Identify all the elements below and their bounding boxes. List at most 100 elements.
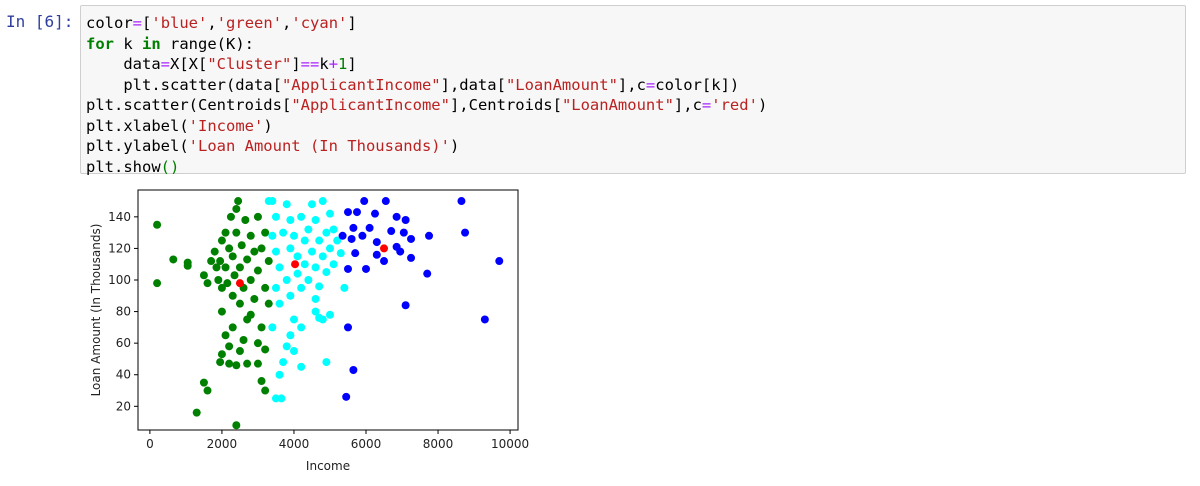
scatter-point	[297, 283, 306, 292]
code-token: plt.show	[86, 157, 161, 176]
scatter-point	[232, 228, 241, 237]
scatter-point	[250, 247, 259, 256]
scatter-point	[257, 377, 266, 386]
code-token: =	[645, 75, 656, 94]
scatter-point	[342, 392, 351, 401]
scatter-point	[336, 249, 345, 258]
scatter-point	[275, 299, 284, 308]
scatter-point	[311, 307, 320, 316]
scatter-point	[257, 323, 266, 332]
code-token: 'cyan'	[291, 14, 348, 32]
code-token: range(K):	[160, 34, 254, 53]
scatter-point	[286, 291, 295, 300]
scatter-point	[315, 313, 324, 322]
scatter-point	[495, 257, 504, 266]
scatter-point	[304, 225, 313, 234]
scatter-point	[425, 231, 434, 240]
x-tick-label: 2000	[207, 437, 238, 451]
code-cell[interactable]: color=['blue','green','cyan'] for k in ra…	[80, 5, 1186, 176]
scatter-point	[289, 315, 298, 324]
scatter-point	[318, 197, 327, 206]
scatter-point	[329, 260, 338, 269]
scatter-point	[221, 331, 230, 340]
code-token: )	[757, 96, 768, 114]
y-tick-label: 140	[108, 210, 131, 224]
scatter-point	[268, 323, 277, 332]
scatter-point	[228, 252, 237, 261]
scatter-point	[322, 358, 331, 367]
code-line: plt.ylabel('Loan Amount (In Thousands)')	[86, 136, 1180, 157]
scatter-point	[271, 212, 280, 221]
code-token: "Cluster"	[207, 55, 292, 73]
scatter-point	[235, 347, 244, 356]
scatter-point	[153, 279, 162, 288]
y-tick-label: 20	[116, 399, 131, 413]
code-token: data	[86, 55, 161, 73]
code-token: =	[132, 14, 143, 32]
scatter-point	[253, 212, 262, 221]
scatter-point	[241, 216, 250, 224]
scatter-point	[343, 208, 352, 217]
scatter-point	[192, 408, 201, 417]
code-line: for k in range(K):	[86, 34, 1180, 55]
scatter-point	[225, 244, 234, 253]
code-line: data=X[X["Cluster"]==k+1]	[86, 54, 1180, 75]
scatter-point	[300, 236, 309, 245]
scatter-point	[360, 197, 369, 206]
cell-prompt: In [6]:	[6, 12, 74, 31]
scatter-point	[286, 244, 295, 253]
scatter-point	[153, 220, 162, 229]
y-tick-label: 60	[116, 336, 131, 350]
scatter-point	[221, 228, 230, 237]
y-tick-label: 40	[116, 368, 131, 382]
scatter-point	[217, 350, 226, 359]
scatter-point	[286, 331, 295, 340]
scatter-point	[352, 208, 361, 217]
code-token: ],c	[617, 75, 646, 94]
scatter-point	[293, 269, 302, 278]
scatter-point	[480, 315, 489, 324]
scatter-point	[399, 228, 408, 237]
scatter-point	[232, 421, 241, 430]
scatter-point	[253, 359, 262, 368]
scatter-point	[349, 366, 358, 374]
scatter-point	[235, 279, 244, 288]
code-token: 'blue'	[151, 14, 208, 32]
scatter-point	[214, 276, 223, 284]
scatter-point	[380, 244, 389, 253]
scatter-point	[261, 283, 270, 292]
scatter-point	[261, 228, 270, 237]
scatter-point	[268, 197, 277, 206]
scatter-point	[457, 197, 466, 206]
scatter-point	[257, 244, 266, 253]
x-tick-label: 6000	[351, 437, 382, 451]
scatter-point	[315, 282, 324, 291]
scatter-point	[338, 231, 347, 240]
scatter-point	[275, 263, 284, 272]
code-line: plt.show()	[86, 157, 1180, 178]
scatter-point	[300, 260, 309, 269]
scatter-point	[291, 260, 300, 269]
code-token: plt.scatter(Centroids[	[86, 96, 292, 114]
scatter-point	[401, 301, 410, 310]
scatter-point	[333, 236, 342, 245]
scatter-point	[325, 209, 334, 218]
scatter-point	[246, 231, 255, 240]
code-token: ()	[160, 157, 180, 176]
scatter-point	[223, 279, 232, 288]
code-token: ,	[282, 14, 292, 32]
code-token: ],Centroids[	[449, 96, 562, 114]
scatter-point	[407, 234, 416, 243]
scatter-point	[230, 271, 239, 280]
scatter-point	[239, 336, 248, 344]
scatter-point	[216, 257, 225, 266]
scatter-point	[461, 228, 470, 237]
scatter-point	[237, 241, 246, 250]
scatter-point	[217, 307, 226, 316]
code-token: +	[328, 55, 339, 73]
x-tick-label: 4000	[279, 437, 310, 451]
scatter-point	[286, 216, 295, 224]
scatter-point	[271, 283, 280, 292]
scatter-point	[381, 197, 390, 206]
scatter-point	[243, 255, 252, 264]
